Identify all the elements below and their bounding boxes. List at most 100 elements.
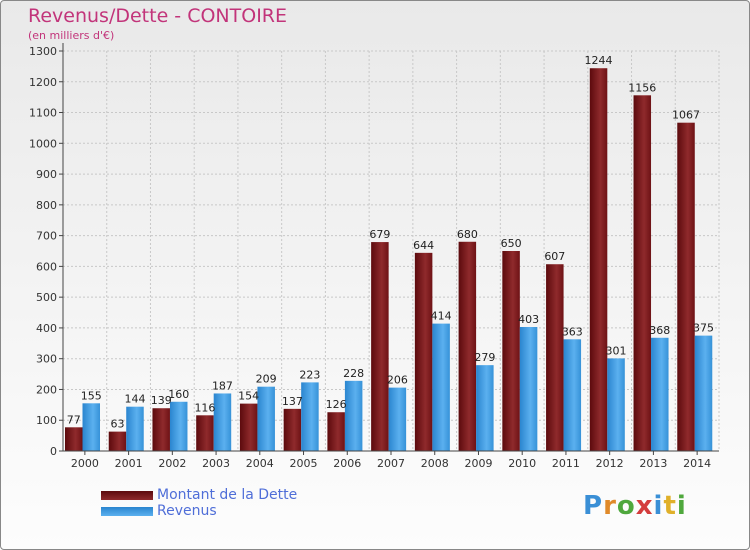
bar-revenus <box>388 387 407 451</box>
x-tick-label: 2008 <box>421 457 449 470</box>
value-label-dette: 116 <box>194 401 215 414</box>
value-label-revenus: 301 <box>606 344 627 357</box>
bar-revenus <box>563 339 582 451</box>
value-label-dette: 644 <box>413 239 434 252</box>
value-label-dette: 77 <box>67 413 81 426</box>
y-tick-label: 900 <box>36 168 57 181</box>
legend-label-debt: Montant de la Dette <box>157 487 298 503</box>
value-label-revenus: 375 <box>693 322 714 335</box>
legend: Montant de la Dette Revenus <box>101 487 297 519</box>
bar-revenus <box>169 401 188 451</box>
x-tick-label: 2004 <box>246 457 274 470</box>
bar-dette <box>371 242 389 451</box>
value-label-dette: 680 <box>457 228 478 241</box>
bar-dette <box>65 427 83 451</box>
value-label-dette: 1156 <box>628 81 656 94</box>
x-tick-label: 2003 <box>202 457 230 470</box>
value-label-dette: 137 <box>282 395 303 408</box>
legend-swatch-debt <box>101 490 153 500</box>
value-label-dette: 679 <box>369 228 390 241</box>
x-tick-label: 2011 <box>552 457 580 470</box>
y-tick-label: 1200 <box>29 76 57 89</box>
value-label-revenus: 206 <box>387 374 408 387</box>
value-label-dette: 1244 <box>585 54 613 67</box>
value-label-dette: 607 <box>544 250 565 263</box>
bar-revenus <box>651 337 669 451</box>
bar-dette <box>502 251 520 451</box>
bar-dette <box>677 122 695 451</box>
y-tick-label: 200 <box>36 383 57 396</box>
value-label-revenus: 209 <box>256 373 277 386</box>
value-label-revenus: 144 <box>124 393 145 406</box>
legend-item-debt: Montant de la Dette <box>101 487 297 503</box>
bar-revenus <box>257 386 275 451</box>
bar-revenus <box>694 335 713 451</box>
bar-dette <box>239 403 258 451</box>
x-tick-label: 2013 <box>639 457 667 470</box>
value-label-revenus: 363 <box>562 325 583 338</box>
proxiti-logo: Proxiti <box>583 491 687 521</box>
bar-dette <box>414 252 433 451</box>
x-tick-label: 2012 <box>596 457 624 470</box>
x-tick-label: 2007 <box>377 457 405 470</box>
x-tick-label: 2002 <box>158 457 186 470</box>
bar-revenus <box>213 393 232 451</box>
x-tick-label: 2005 <box>290 457 318 470</box>
bar-revenus <box>432 323 450 451</box>
y-tick-label: 0 <box>50 445 57 458</box>
bar-revenus <box>82 403 100 451</box>
y-tick-label: 1000 <box>29 137 57 150</box>
value-label-revenus: 160 <box>168 388 189 401</box>
y-tick-label: 300 <box>36 353 57 366</box>
bar-dette <box>458 241 477 451</box>
x-tick-label: 2009 <box>464 457 492 470</box>
legend-swatch-revenus <box>101 506 153 516</box>
bar-dette <box>327 412 345 451</box>
x-tick-label: 2001 <box>115 457 143 470</box>
value-label-revenus: 187 <box>212 379 233 392</box>
x-tick-label: 2014 <box>683 457 711 470</box>
bar-revenus <box>126 406 144 451</box>
bar-revenus <box>607 358 625 451</box>
value-label-revenus: 155 <box>81 389 102 402</box>
value-label-dette: 154 <box>238 390 259 403</box>
legend-item-revenus: Revenus <box>101 503 297 519</box>
value-label-dette: 1067 <box>672 109 700 122</box>
bar-revenus <box>301 382 319 451</box>
value-label-revenus: 279 <box>474 351 495 364</box>
value-label-revenus: 403 <box>518 313 539 326</box>
bar-dette <box>546 264 564 451</box>
value-label-dette: 126 <box>326 398 347 411</box>
bar-revenus <box>344 380 363 451</box>
bar-dette <box>196 415 214 451</box>
value-label-revenus: 368 <box>649 324 670 337</box>
y-tick-label: 600 <box>36 260 57 273</box>
y-tick-label: 100 <box>36 414 57 427</box>
y-tick-label: 800 <box>36 199 57 212</box>
y-tick-label: 700 <box>36 230 57 243</box>
y-tick-label: 1300 <box>29 45 57 58</box>
bar-dette <box>633 95 652 452</box>
value-label-revenus: 414 <box>431 310 452 323</box>
bar-revenus <box>476 365 494 451</box>
x-tick-label: 2010 <box>508 457 536 470</box>
y-tick-label: 500 <box>36 291 57 304</box>
bar-dette <box>283 408 302 451</box>
value-label-revenus: 223 <box>299 368 320 381</box>
bar-dette <box>152 408 170 451</box>
chart-subtitle: (en milliers d'€) <box>28 29 115 42</box>
y-tick-label: 1100 <box>29 107 57 120</box>
chart-title: Revenus/Dette - CONTOIRE <box>28 5 288 27</box>
value-label-dette: 139 <box>151 394 172 407</box>
value-label-revenus: 228 <box>343 367 364 380</box>
value-label-dette: 63 <box>110 418 124 431</box>
bar-dette <box>589 68 608 451</box>
legend-label-revenus: Revenus <box>157 503 217 519</box>
x-tick-label: 2006 <box>333 457 361 470</box>
value-label-dette: 650 <box>501 237 522 250</box>
x-tick-label: 2000 <box>71 457 99 470</box>
bar-dette <box>108 431 127 451</box>
y-tick-label: 400 <box>36 322 57 335</box>
